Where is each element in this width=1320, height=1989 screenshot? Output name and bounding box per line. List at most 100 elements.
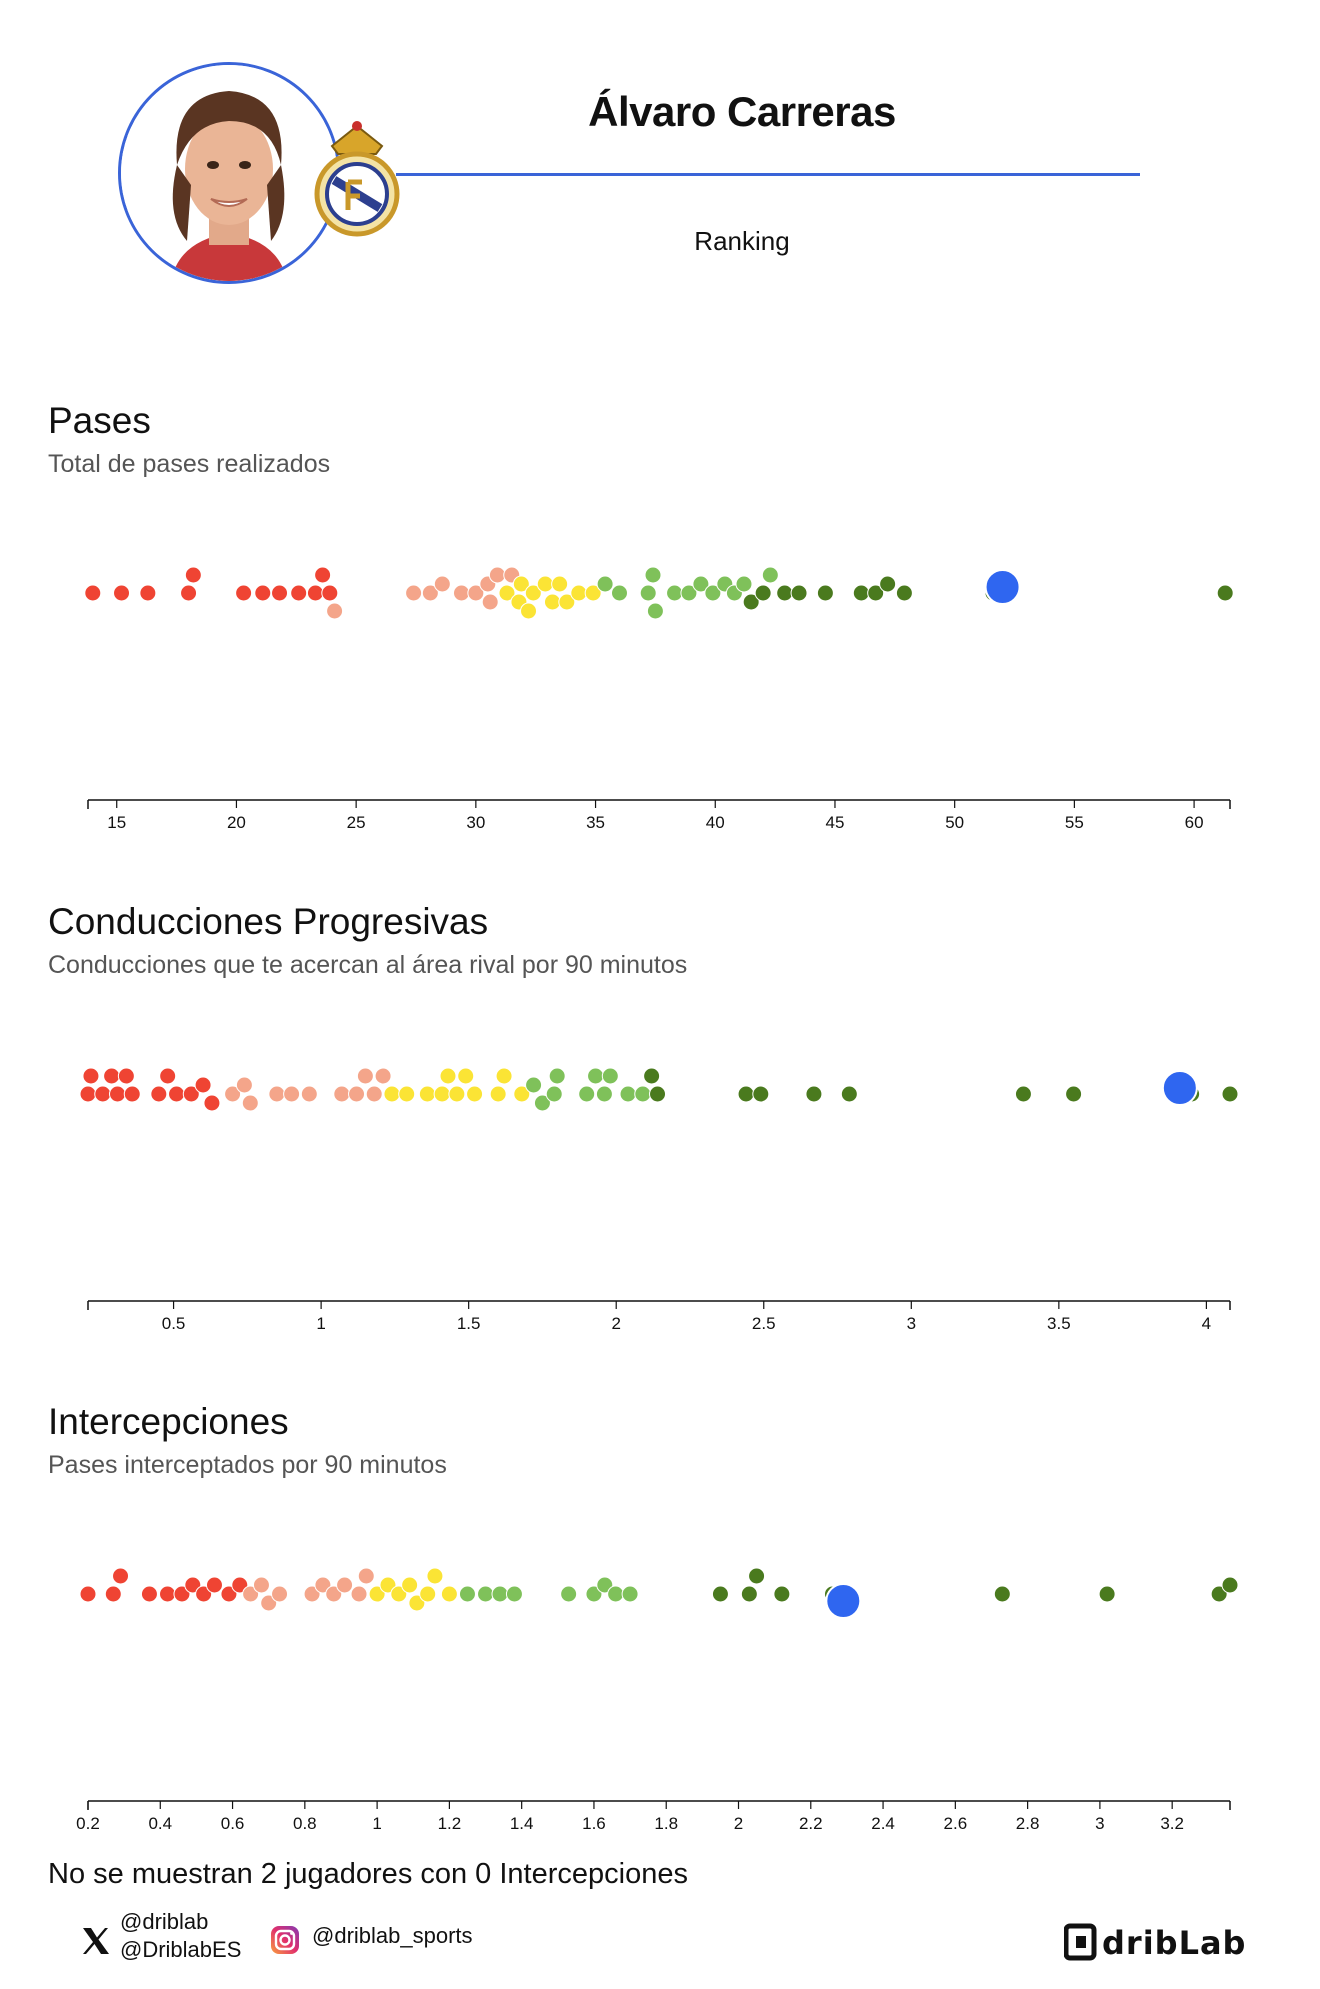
data-point	[595, 1085, 613, 1103]
data-point	[117, 1067, 135, 1085]
data-point	[649, 1085, 667, 1103]
logo-text: dribLab	[1102, 1924, 1246, 1962]
data-point	[512, 575, 530, 593]
data-point	[560, 1585, 578, 1603]
x-tick-label: 50	[945, 813, 964, 832]
data-point	[740, 1585, 758, 1603]
data-point	[433, 575, 451, 593]
x-tick-label: 3	[1095, 1814, 1104, 1833]
chart-title: Intercepciones	[48, 1401, 289, 1442]
data-point	[525, 1076, 543, 1094]
data-point	[1014, 1085, 1032, 1103]
data-point	[94, 1085, 112, 1103]
x-tick-label: 1.5	[457, 1314, 481, 1333]
data-point	[252, 1576, 270, 1594]
data-point	[398, 1085, 416, 1103]
data-point	[314, 566, 332, 584]
x-tick-label: 2.8	[1016, 1814, 1040, 1833]
data-point	[168, 1085, 186, 1103]
data-point	[203, 1094, 221, 1112]
data-point	[458, 1585, 476, 1603]
data-point	[348, 1085, 366, 1103]
x-tick-label: 30	[466, 813, 485, 832]
data-point	[452, 584, 470, 602]
chart-title: Conducciones Progresivas	[48, 901, 489, 942]
data-point	[491, 1585, 509, 1603]
x-tick-label: 2	[611, 1314, 620, 1333]
x-tick-label: 0.4	[148, 1814, 172, 1833]
data-point	[558, 593, 576, 611]
data-point	[692, 575, 710, 593]
data-point	[610, 584, 628, 602]
conducciones-chart: 0.5 1 1.5 2 2.5 3 3.5 4	[79, 1067, 1239, 1333]
title-divider	[396, 173, 1140, 176]
x-tick-label: 0.5	[162, 1314, 186, 1333]
twitter-handle-link[interactable]: @DriblabES	[120, 1937, 242, 1962]
driblab-logo-icon: dribLab	[1063, 1923, 1246, 1962]
data-point	[139, 584, 157, 602]
data-point	[735, 575, 753, 593]
data-point	[643, 1067, 661, 1085]
data-point	[548, 1067, 566, 1085]
data-point	[742, 593, 760, 611]
data-point	[418, 1085, 436, 1103]
data-point	[776, 584, 794, 602]
data-point	[271, 1585, 289, 1603]
data-point	[477, 1585, 495, 1603]
data-point	[481, 593, 499, 611]
x-tick-label: 3.5	[1047, 1314, 1071, 1333]
data-point	[457, 1067, 475, 1085]
data-point	[159, 1585, 177, 1603]
data-point	[79, 1085, 97, 1103]
data-point	[646, 602, 664, 620]
data-point	[867, 584, 885, 602]
data-point	[405, 584, 423, 602]
data-point	[666, 584, 684, 602]
x-tick-label: 1	[372, 1814, 381, 1833]
x-tick-label: 25	[347, 813, 366, 832]
x-tick-label: 4	[1202, 1314, 1211, 1333]
data-point	[1221, 1576, 1239, 1594]
chart-title: Pases	[48, 400, 151, 441]
x-tick-label: 2.6	[944, 1814, 968, 1833]
x-tick-label: 55	[1065, 813, 1084, 832]
twitter-handle-link[interactable]: @driblab	[120, 1909, 209, 1934]
x-tick-label: 40	[706, 813, 725, 832]
data-point	[805, 1085, 823, 1103]
data-point	[306, 584, 324, 602]
x-tick-label: 2.4	[871, 1814, 895, 1833]
data-point	[711, 1585, 729, 1603]
data-point	[326, 602, 344, 620]
footnote: No se muestran 2 jugadores con 0 Interce…	[48, 1858, 688, 1890]
data-point	[365, 1085, 383, 1103]
data-point	[1216, 584, 1234, 602]
data-point	[235, 1076, 253, 1094]
data-point	[426, 1567, 444, 1585]
data-point	[467, 584, 485, 602]
data-point	[321, 584, 339, 602]
data-point	[993, 1585, 1011, 1603]
chart-subtitle: Total de pases realizados	[48, 450, 331, 478]
data-point	[533, 1094, 551, 1112]
data-point	[578, 1085, 596, 1103]
data-point	[374, 1067, 392, 1085]
data-point	[104, 1585, 122, 1603]
data-point	[103, 1067, 121, 1085]
data-point	[524, 584, 542, 602]
data-point	[601, 1067, 619, 1085]
data-point	[840, 1085, 858, 1103]
data-point	[644, 566, 662, 584]
data-point	[182, 1085, 200, 1103]
data-point	[224, 1085, 242, 1103]
x-tick-label: 0.2	[76, 1814, 100, 1833]
chart-subtitle: Pases interceptados por 90 minutos	[48, 1451, 447, 1479]
chart-section-intercepciones: 0.2 0.4 0.6 0.8 1 1.2 1.4 1.6 1.8 2 2.2 2.4 2.6 2.8 3 3…	[0, 1401, 1320, 1901]
player-avatar	[118, 62, 340, 284]
x-tick-label: 2.5	[752, 1314, 776, 1333]
data-point	[1098, 1585, 1116, 1603]
page-subtitle: Ranking	[694, 226, 790, 256]
data-point	[513, 1085, 531, 1103]
data-point	[433, 1085, 451, 1103]
data-point	[895, 584, 913, 602]
instagram-handle-link[interactable]: @driblab_sports	[312, 1923, 473, 1948]
